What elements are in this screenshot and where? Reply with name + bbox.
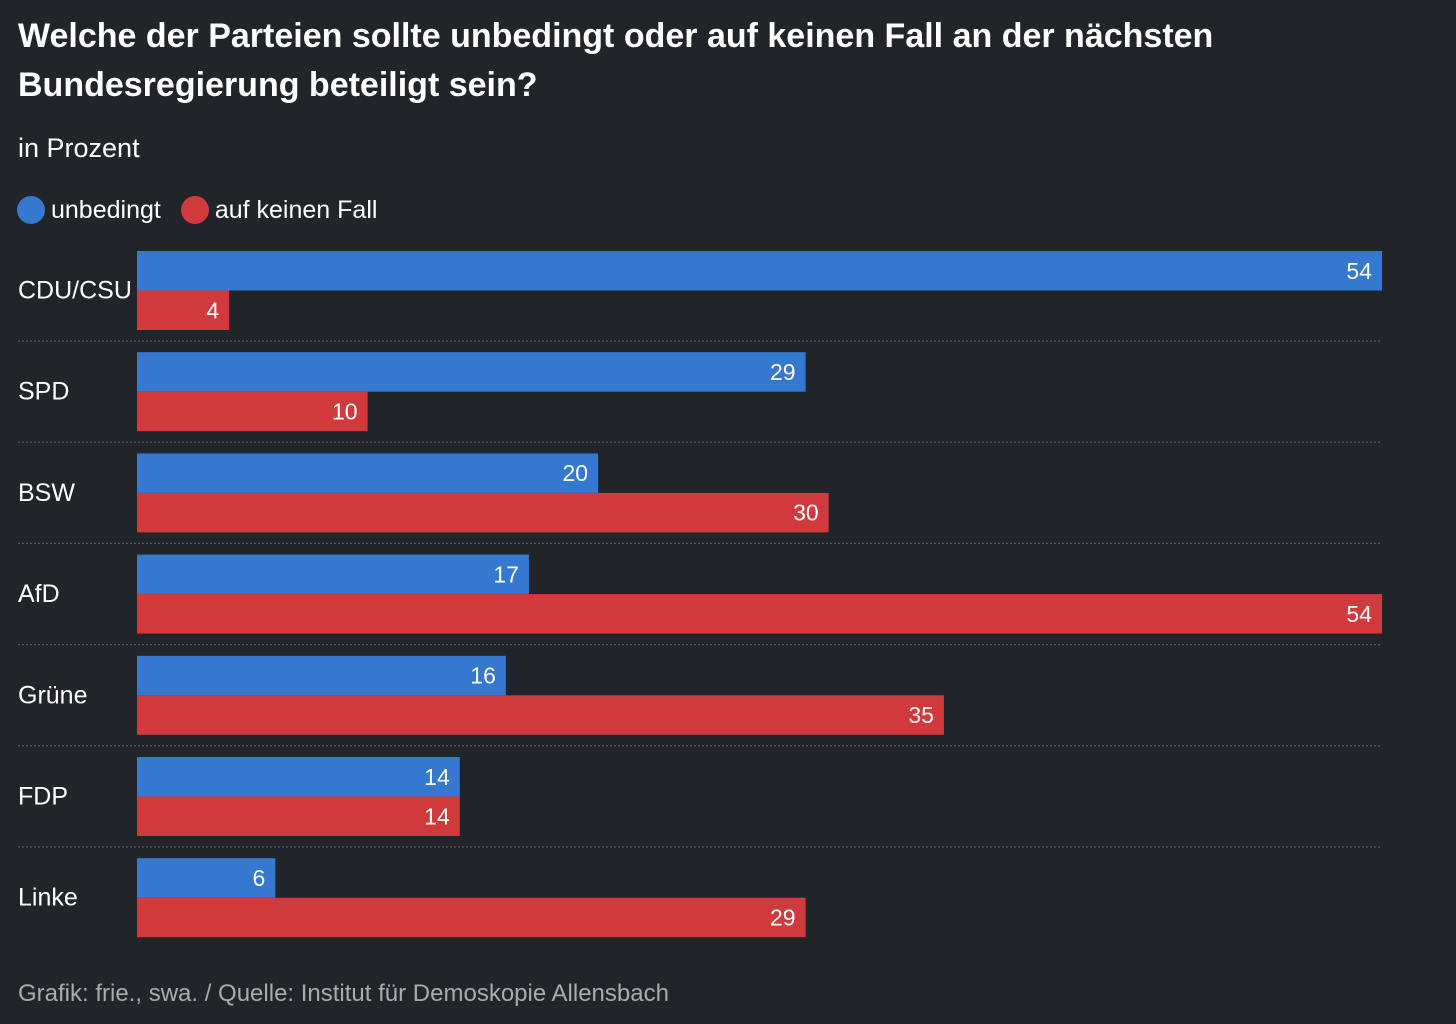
category-label-afd: AfD [18,580,60,608]
chart-title: Welche der Parteien sollte unbedingt ode… [18,17,1214,104]
bar-linke-auf-keinen-fall [137,897,806,938]
bar-linke-unbedingt [137,858,276,898]
value-label-linke-auf-keinen-fall: 29 [770,904,796,930]
bar-fdp-auf-keinen-fall [137,796,460,836]
value-label-fdp-unbedingt: 14 [424,764,450,790]
bar-bsw-auf-keinen-fall [137,492,829,533]
legend-swatch-unbedingt [17,196,45,224]
value-label-gr-ne-unbedingt: 16 [470,663,496,689]
legend-item-auf-keinen-fall: auf keinen Fall [180,195,378,225]
category-label-cdu-csu: CDU/CSU [18,277,132,305]
chart-subtitle: in Prozent [18,133,140,163]
value-label-linke-unbedingt: 6 [253,865,266,891]
bar-bsw-unbedingt [137,453,599,493]
category-label-gr-ne: Grüne [18,681,87,709]
value-label-cdu-csu-auf-keinen-fall: 4 [206,297,219,323]
category-label-fdp: FDP [18,783,68,811]
bar-afd-auf-keinen-fall [137,594,1382,634]
legend-label-auf-keinen-fall: auf keinen Fall [214,195,378,224]
legend-swatch-auf-keinen-fall [180,196,209,224]
bar-gr-ne-auf-keinen-fall [137,695,944,735]
legend: unbedingt auf keinen Fall [17,193,397,227]
category-label-linke: Linke [18,884,78,912]
value-label-cdu-csu-unbedingt: 54 [1346,258,1372,284]
bar-spd-unbedingt [137,352,806,392]
value-label-gr-ne-auf-keinen-fall: 35 [908,702,934,728]
bar-spd-auf-keinen-fall [137,391,368,432]
legend-label-unbedingt: unbedingt [51,195,161,224]
value-label-afd-unbedingt: 17 [493,561,519,587]
value-label-bsw-auf-keinen-fall: 30 [793,500,819,526]
value-label-bsw-unbedingt: 20 [563,460,589,486]
legend-item-unbedingt: unbedingt [17,196,161,225]
category-label-bsw: BSW [18,479,75,507]
value-label-spd-unbedingt: 29 [770,359,796,385]
value-label-spd-auf-keinen-fall: 10 [332,398,358,424]
bar-cdu-csu-auf-keinen-fall [137,290,230,330]
value-label-fdp-auf-keinen-fall: 14 [424,803,450,829]
bar-fdp-unbedingt [137,757,460,797]
bar-gr-ne-unbedingt [137,655,506,696]
bar-cdu-csu-unbedingt [137,251,1382,291]
category-label-spd: SPD [18,378,69,406]
bar-chart: CDU/CSU 54 4 SPD 29 10 BSW 20 30 AfD 17 54 Grüne 16 35… [18,251,1382,938]
value-label-afd-auf-keinen-fall: 54 [1346,601,1372,627]
bar-afd-unbedingt [137,554,529,595]
source-footer: Grafik: frie., swa. / Quelle: Institut f… [18,980,669,1007]
